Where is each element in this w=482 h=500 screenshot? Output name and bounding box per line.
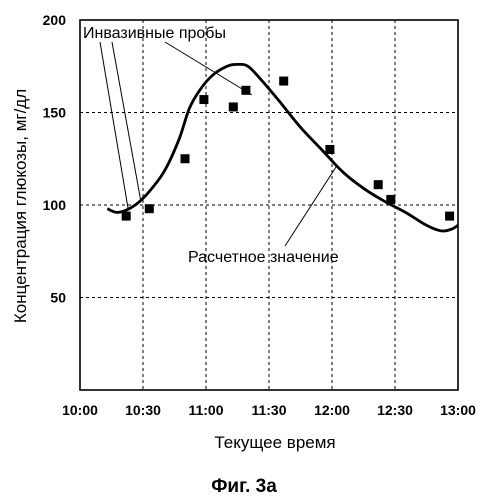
annotations: Инвазивные пробы Расчетное значение [83,25,339,266]
invasive-points-layer [121,76,455,221]
invasive-sample-point [373,180,383,190]
annotation-invasive: Инвазивные пробы [83,25,226,42]
leader-invasive-1 [99,41,129,209]
x-tick-label: 10:00 [62,402,98,418]
x-tick-label: 12:30 [377,402,413,418]
x-tick-label: 12:00 [314,402,350,418]
y-tick-label: 50 [50,290,66,306]
invasive-sample-point [144,204,154,214]
calculated-curve-layer [106,62,459,233]
invasive-sample-point [386,194,396,204]
x-axis-title: Текущее время [214,433,335,452]
invasive-sample-point [241,85,251,95]
invasive-sample-point [180,154,190,164]
invasive-sample-point [121,211,131,221]
leader-invasive-2 [111,41,142,203]
annotation-calculated: Расчетное значение [188,249,339,266]
invasive-sample-point [228,102,238,112]
x-tick-label: 10:30 [125,402,161,418]
invasive-sample-point [445,211,455,221]
y-tick-label: 100 [43,197,67,213]
x-tick-labels: 10:00 10:30 11:00 11:30 12:00 12:30 13:00 [62,402,476,418]
leader-invasive-3 [164,41,253,96]
calculated-value-curve [106,62,459,233]
x-tick-label: 13:00 [440,402,476,418]
y-tick-label: 200 [43,12,67,28]
x-tick-label: 11:30 [251,402,286,418]
invasive-sample-point [279,76,289,86]
invasive-sample-point [199,95,209,105]
figure-caption: Фиг. 3а [211,476,277,497]
invasive-sample-point [325,145,335,154]
y-tick-label: 150 [43,105,67,121]
x-tick-label: 11:00 [188,402,223,418]
leader-calculated [284,166,337,247]
y-axis-title: Концентрация глюкозы, мг/дл [11,89,30,323]
y-tick-labels: 50 100 150 200 [43,12,67,306]
